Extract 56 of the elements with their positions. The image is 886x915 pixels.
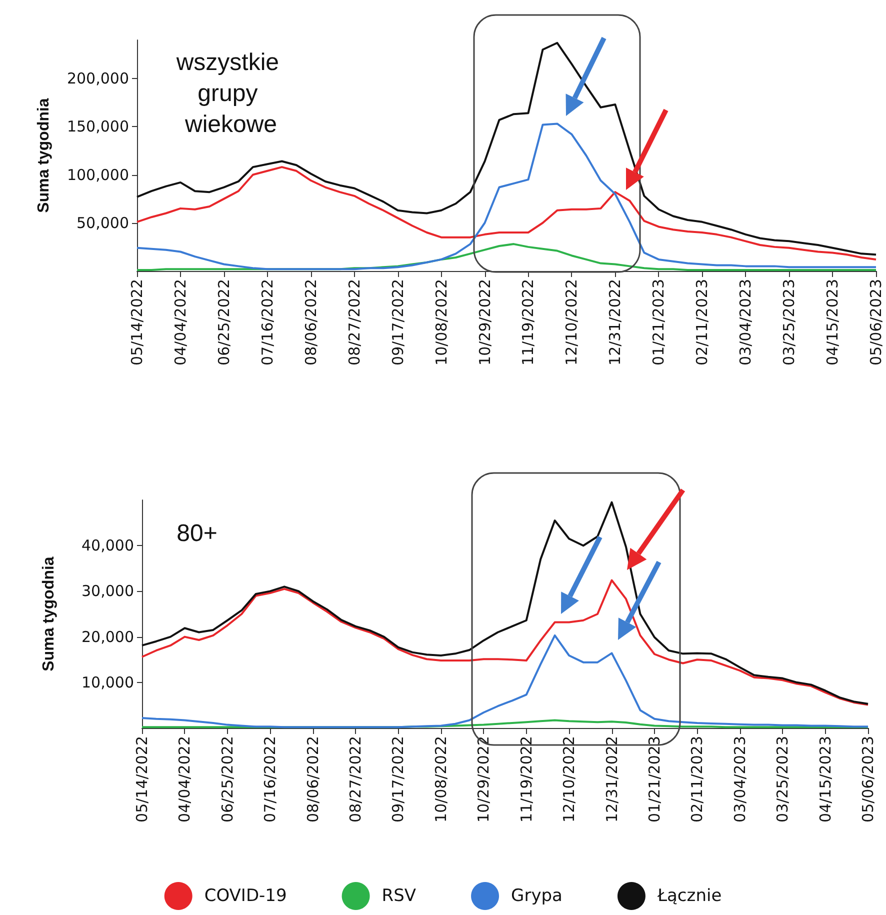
x-tick-label: 10/08/2022 <box>432 279 450 366</box>
x-tick-label: 06/25/2022 <box>218 736 236 822</box>
x-tick-label: 07/16/2022 <box>258 279 276 366</box>
x-tick-label: 07/16/2022 <box>261 736 280 822</box>
line-series <box>136 166 877 260</box>
x-tick-label: 06/25/2022 <box>214 279 233 366</box>
y-tick-label: 150,000 <box>66 118 129 136</box>
x-tick-label: 12/31/2022 <box>602 736 621 822</box>
x-tick-label: 10/08/2022 <box>432 736 450 822</box>
x-tick-label: 04/04/2022 <box>171 279 190 366</box>
x-tick-label: 12/10/2022 <box>562 279 581 366</box>
x-tick-label: 11/19/2022 <box>519 279 538 366</box>
x-tick-label: 05/14/2022 <box>133 736 151 822</box>
x-tick-label: 02/11/2023 <box>688 736 706 822</box>
line-series <box>136 42 877 256</box>
x-tick-label: 02/11/2023 <box>693 279 712 366</box>
y-tick-label: 100,000 <box>66 166 129 184</box>
x-tick-label: 09/17/2022 <box>389 736 408 822</box>
y-axis-title: Suma tygodnia <box>40 556 58 672</box>
x-tick-label: 03/04/2023 <box>730 736 749 822</box>
x-tick-label: 11/19/2022 <box>517 736 536 822</box>
x-tick-label: 10/29/2022 <box>476 279 494 366</box>
legend-label: RSV <box>382 886 416 906</box>
x-tick-label: 03/25/2023 <box>780 279 798 366</box>
y-tick-label: 10,000 <box>82 673 134 692</box>
x-tick-label: 08/27/2022 <box>345 279 364 366</box>
x-tick-label: 08/06/2022 <box>302 279 320 366</box>
x-tick-label: 04/04/2022 <box>176 736 194 822</box>
legend-label: Grypa <box>511 886 562 906</box>
y-axis-title: Suma tygodnia <box>36 98 52 213</box>
legend-label: Łącznie <box>656 886 722 906</box>
x-tick-label: 05/14/2022 <box>128 279 146 366</box>
legend-label: COVID-19 <box>204 886 287 906</box>
x-tick-label: 10/29/2022 <box>474 736 493 822</box>
y-tick-label: 30,000 <box>82 582 134 600</box>
y-tick-label: 200,000 <box>66 70 129 88</box>
text: wszystkie grupy wiekowe <box>175 49 286 138</box>
x-tick-label: 08/06/2022 <box>304 736 322 822</box>
x-tick-label: 04/15/2023 <box>816 736 834 822</box>
x-tick-label: 04/15/2023 <box>824 279 842 366</box>
x-tick-label: 08/27/2022 <box>346 736 365 822</box>
line-series <box>141 579 869 706</box>
y-tick-label: 40,000 <box>82 536 134 555</box>
x-tick-label: 05/06/2023 <box>867 279 885 366</box>
x-tick-label: 03/04/2023 <box>736 279 755 366</box>
y-tick-label: 50,000 <box>76 214 129 232</box>
x-tick-label: 09/17/2022 <box>388 279 407 366</box>
x-tick-label: 12/31/2022 <box>606 279 624 366</box>
y-tick-label: 20,000 <box>82 628 134 646</box>
text: 80+ <box>176 520 218 547</box>
x-tick-label: 05/06/2023 <box>859 736 877 822</box>
line-series <box>141 501 869 705</box>
x-tick-label: 03/25/2023 <box>774 736 792 822</box>
x-tick-label: 01/21/2023 <box>645 736 664 822</box>
x-tick-label: 01/21/2023 <box>650 279 668 366</box>
x-tick-label: 12/10/2022 <box>560 736 578 822</box>
